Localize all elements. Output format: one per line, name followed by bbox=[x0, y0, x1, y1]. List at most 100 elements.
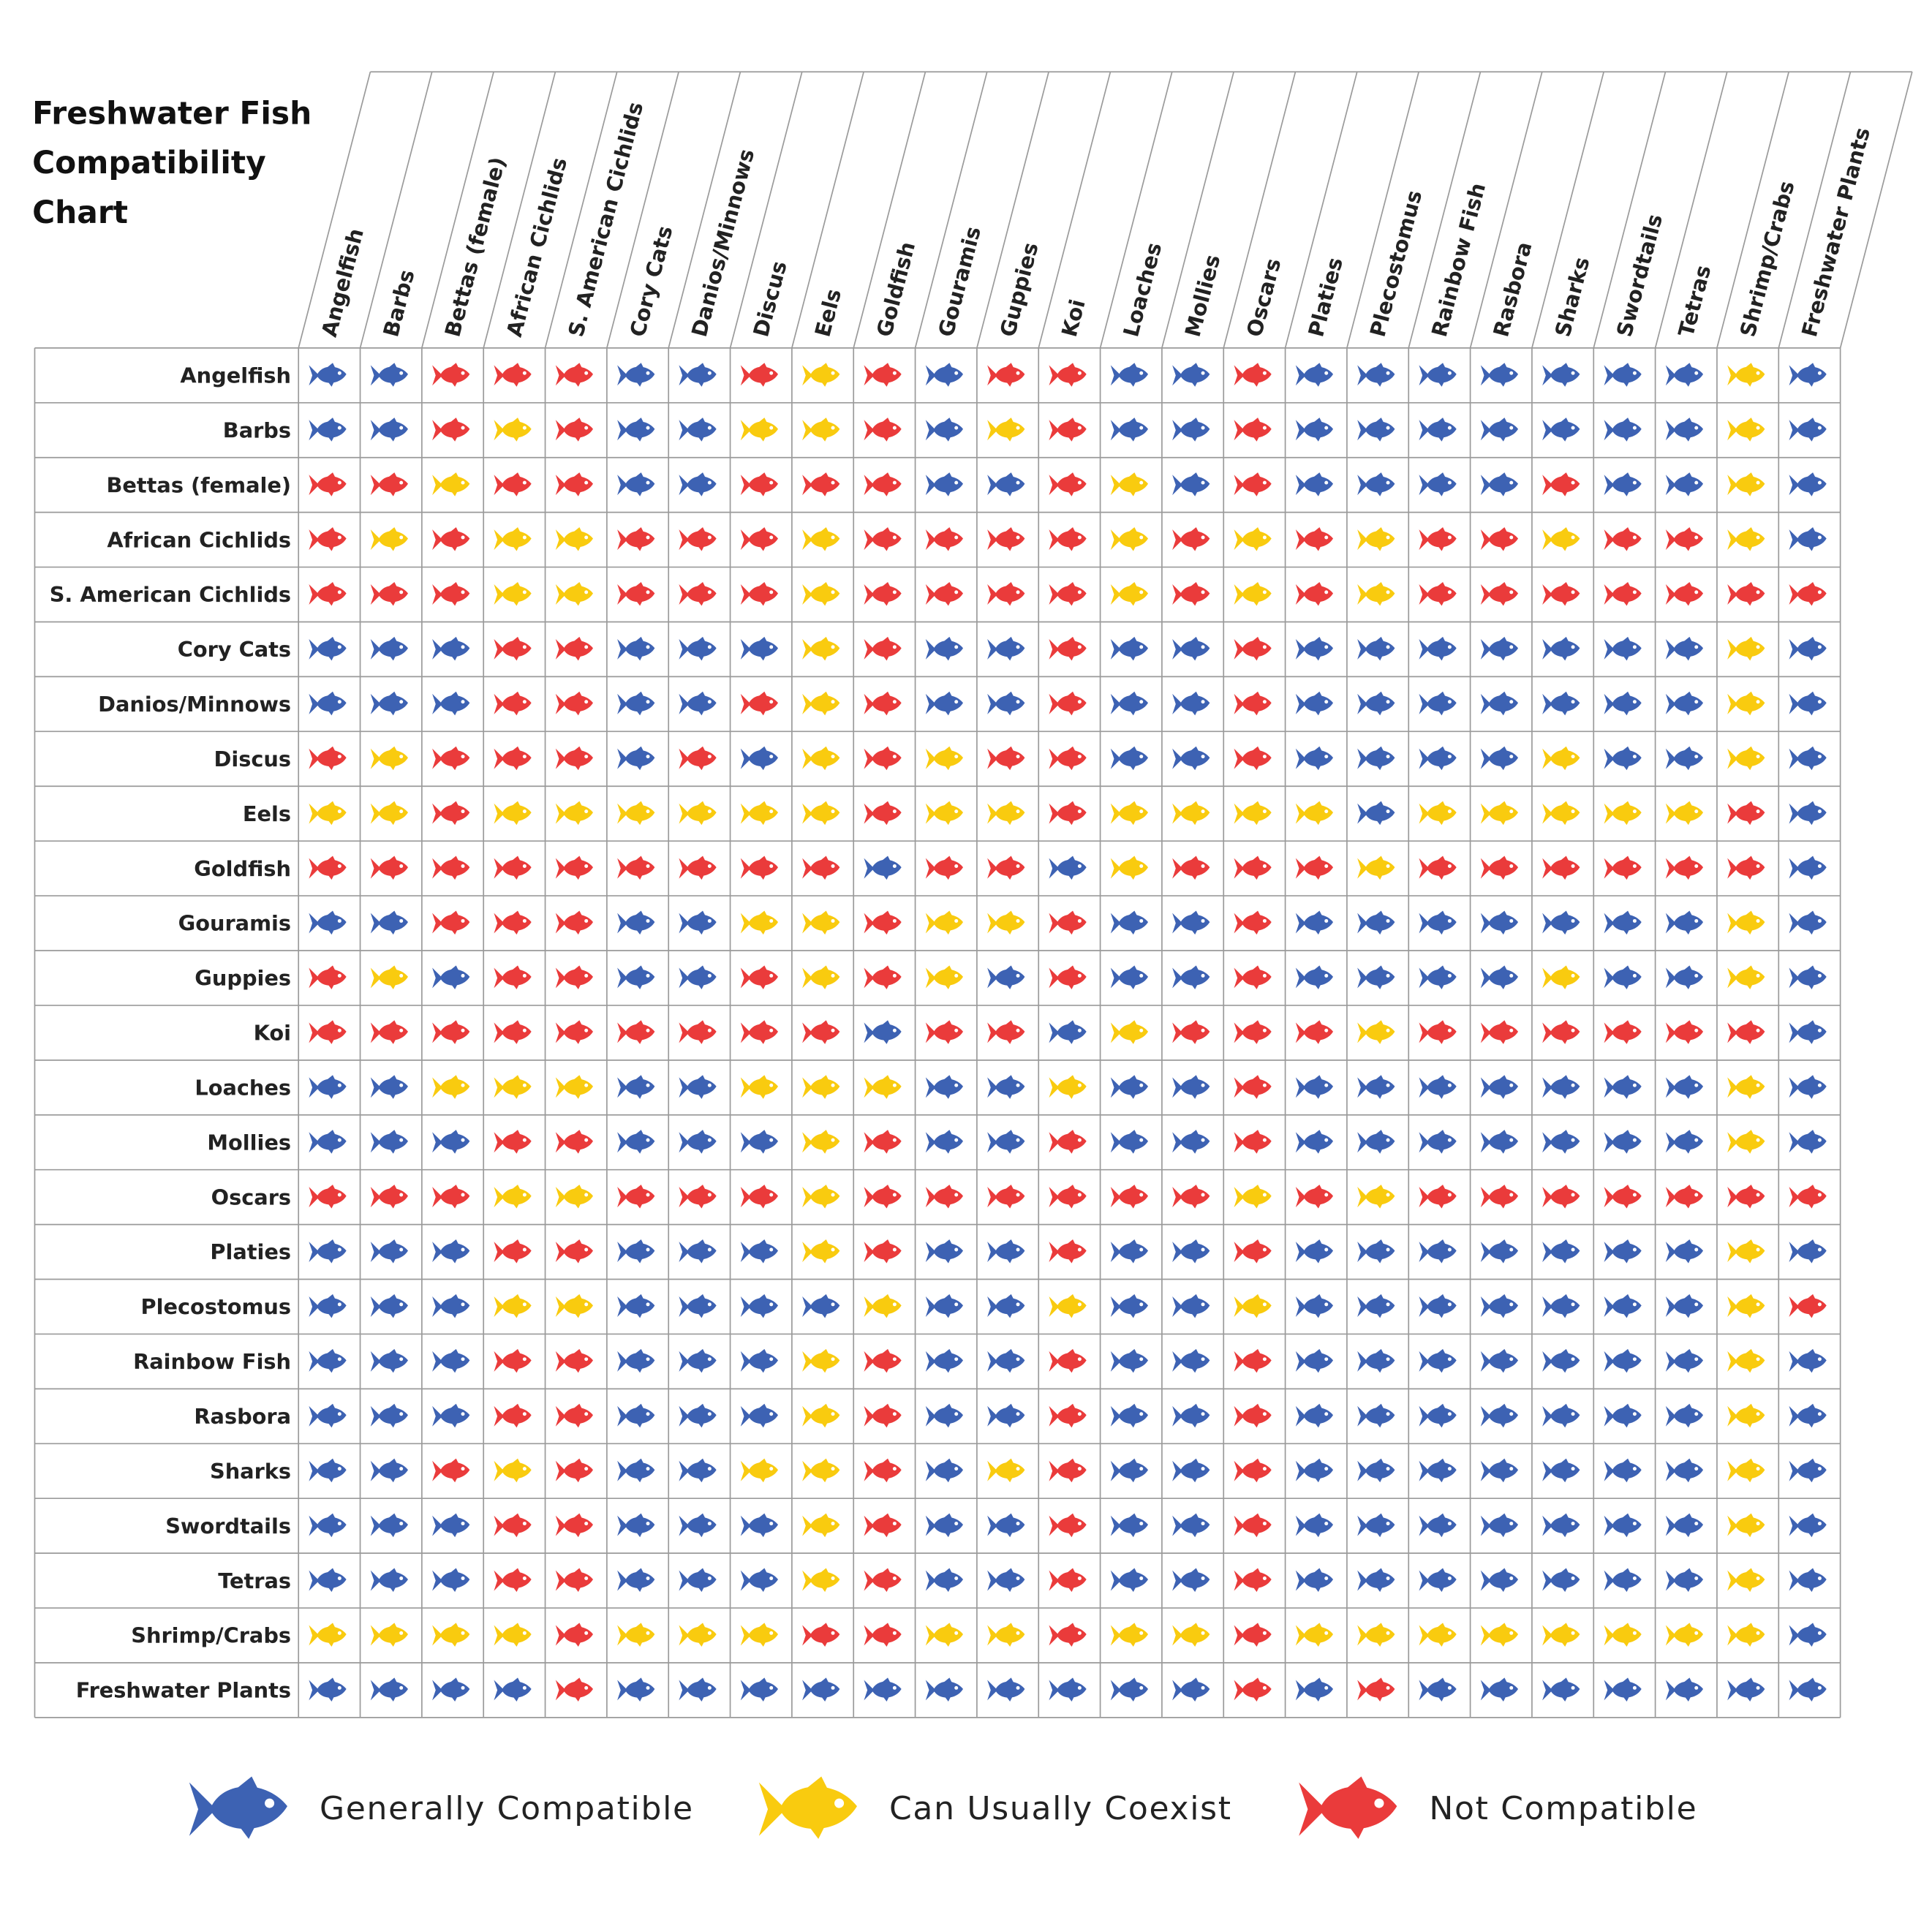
legend-fish bbox=[1299, 1776, 1397, 1839]
fish-mark bbox=[987, 1568, 1025, 1593]
fish-mark bbox=[1665, 1677, 1704, 1702]
fish-mark bbox=[1419, 418, 1457, 442]
fish-mark bbox=[1789, 1130, 1827, 1154]
fish-mark bbox=[1789, 1568, 1827, 1593]
fish-mark bbox=[1110, 418, 1149, 442]
fish-mark bbox=[370, 636, 408, 661]
fish-mark bbox=[1295, 472, 1334, 496]
fish-mark bbox=[802, 1348, 840, 1373]
fish-mark bbox=[370, 691, 408, 716]
fish-mark bbox=[987, 1513, 1025, 1538]
fish-mark bbox=[1542, 691, 1580, 716]
fish-mark bbox=[370, 1348, 408, 1373]
fish-mark bbox=[1480, 1185, 1519, 1209]
fish-mark bbox=[370, 910, 408, 935]
fish-mark bbox=[1357, 856, 1395, 880]
fish-mark bbox=[987, 581, 1025, 606]
fish-mark bbox=[432, 965, 470, 989]
fish-mark bbox=[1789, 636, 1827, 661]
fish-mark bbox=[1665, 1513, 1704, 1538]
fish-mark bbox=[1727, 1185, 1765, 1209]
fish-mark bbox=[987, 965, 1025, 989]
fish-mark bbox=[432, 363, 470, 387]
fish-mark bbox=[740, 1403, 779, 1428]
fish-mark bbox=[555, 636, 594, 661]
fish-mark bbox=[617, 1075, 655, 1099]
fish-mark bbox=[1480, 1130, 1519, 1154]
fish-mark bbox=[309, 1185, 347, 1209]
header-line bbox=[853, 72, 927, 349]
fish-mark bbox=[1665, 472, 1704, 496]
fish-mark bbox=[1542, 1075, 1580, 1099]
row-label: Platies bbox=[210, 1239, 291, 1264]
fish-mark bbox=[1295, 1239, 1334, 1264]
fish-mark bbox=[1665, 746, 1704, 771]
fish-mark bbox=[1172, 746, 1210, 771]
fish-mark bbox=[864, 1075, 902, 1099]
fish-mark bbox=[1727, 801, 1765, 826]
fish-mark bbox=[1727, 856, 1765, 880]
fish-mark bbox=[617, 1348, 655, 1373]
fish-mark bbox=[679, 1075, 717, 1099]
fish-mark bbox=[1727, 1020, 1765, 1044]
fish-mark bbox=[1480, 1294, 1519, 1318]
fish-mark bbox=[1480, 472, 1519, 496]
fish-mark bbox=[494, 636, 532, 661]
fish-mark bbox=[1665, 1403, 1704, 1428]
fish-mark bbox=[1295, 910, 1334, 935]
fish-mark bbox=[802, 418, 840, 442]
fish-mark bbox=[1295, 1348, 1334, 1373]
fish-mark bbox=[1110, 856, 1149, 880]
fish-mark bbox=[309, 1130, 347, 1154]
column-label: Gouramis bbox=[933, 224, 986, 339]
fish-mark bbox=[925, 1130, 964, 1154]
header-line bbox=[914, 72, 988, 349]
row-label: Oscars bbox=[211, 1185, 291, 1209]
fish-mark bbox=[1665, 856, 1704, 880]
fish-mark bbox=[679, 1020, 717, 1044]
fish-mark bbox=[1357, 1239, 1395, 1264]
header-line bbox=[544, 72, 618, 349]
fish-mark bbox=[1727, 1075, 1765, 1099]
fish-mark bbox=[1604, 636, 1642, 661]
fish-mark bbox=[555, 1294, 594, 1318]
fish-mark bbox=[987, 1403, 1025, 1428]
header-line bbox=[1716, 72, 1789, 349]
fish-mark bbox=[1789, 1677, 1827, 1702]
fish-mark bbox=[1172, 965, 1210, 989]
fish-mark bbox=[432, 856, 470, 880]
fish-mark bbox=[1542, 1020, 1580, 1044]
fish-mark bbox=[1419, 1623, 1457, 1647]
fish-mark bbox=[1665, 527, 1704, 551]
fish-mark bbox=[1665, 1458, 1704, 1483]
fish-mark bbox=[555, 965, 594, 989]
fish-mark bbox=[1234, 1185, 1272, 1209]
fish-mark bbox=[1480, 801, 1519, 826]
fish-mark bbox=[1110, 1623, 1149, 1647]
fish-mark bbox=[1234, 1239, 1272, 1264]
fish-mark bbox=[1295, 691, 1334, 716]
fish-mark bbox=[1789, 581, 1827, 606]
fish-mark bbox=[802, 581, 840, 606]
fish-mark bbox=[1480, 691, 1519, 716]
fish-mark bbox=[494, 1623, 532, 1647]
fish-mark bbox=[987, 1348, 1025, 1373]
fish-mark bbox=[679, 418, 717, 442]
fish-mark bbox=[802, 1020, 840, 1044]
header-line bbox=[1778, 72, 1852, 349]
fish-mark bbox=[1172, 1568, 1210, 1593]
fish-mark bbox=[925, 418, 964, 442]
fish-mark bbox=[1172, 1348, 1210, 1373]
fish-mark bbox=[1419, 1294, 1457, 1318]
fish-mark bbox=[1727, 1348, 1765, 1373]
fish-mark bbox=[555, 910, 594, 935]
chart-title: Freshwater Fish Compatibility Chart bbox=[32, 95, 312, 230]
fish-mark bbox=[1234, 965, 1272, 989]
fish-mark bbox=[1110, 1075, 1149, 1099]
fish-mark bbox=[432, 1294, 470, 1318]
fish-mark bbox=[1172, 1185, 1210, 1209]
fish-mark bbox=[494, 1677, 532, 1702]
fish-mark bbox=[309, 418, 347, 442]
fish-mark bbox=[1727, 1623, 1765, 1647]
fish-mark bbox=[1604, 856, 1642, 880]
